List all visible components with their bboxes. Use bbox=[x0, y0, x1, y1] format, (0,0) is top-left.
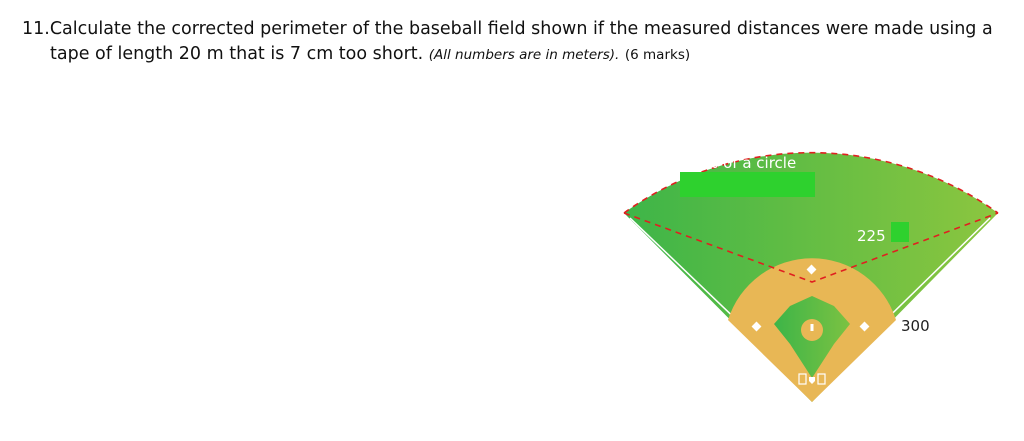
arc-label: 40% of a circle bbox=[685, 154, 796, 172]
question-text: 11.Calculate the corrected perimeter of … bbox=[22, 17, 1012, 68]
first-base bbox=[859, 321, 870, 332]
label-225-box bbox=[891, 222, 909, 242]
marks-label: (6 marks) bbox=[624, 47, 691, 63]
arc-label-box bbox=[680, 172, 815, 197]
outer-arc-dashed bbox=[623, 151, 999, 214]
second-base bbox=[806, 264, 817, 275]
label-225: 225 bbox=[857, 227, 886, 245]
third-base bbox=[751, 321, 762, 332]
label-300: 300 bbox=[901, 317, 930, 335]
units-note: (All numbers are in meters). bbox=[428, 47, 620, 63]
pitchers-rubber bbox=[810, 324, 814, 331]
radius-arrowhead bbox=[711, 116, 720, 127]
home-plate bbox=[809, 377, 815, 384]
question-line-2: tape of length 20 m that is 7 cm too sho… bbox=[22, 42, 1012, 68]
batters-box-right bbox=[817, 373, 826, 385]
question-line-1: 11.Calculate the corrected perimeter of … bbox=[22, 19, 993, 39]
batters-box-left bbox=[798, 373, 807, 385]
radius-arrow-line bbox=[714, 121, 742, 159]
question-tape-text: tape of length 20 m that is 7 cm too sho… bbox=[50, 44, 424, 64]
inner-boundary-dashed bbox=[623, 212, 999, 283]
